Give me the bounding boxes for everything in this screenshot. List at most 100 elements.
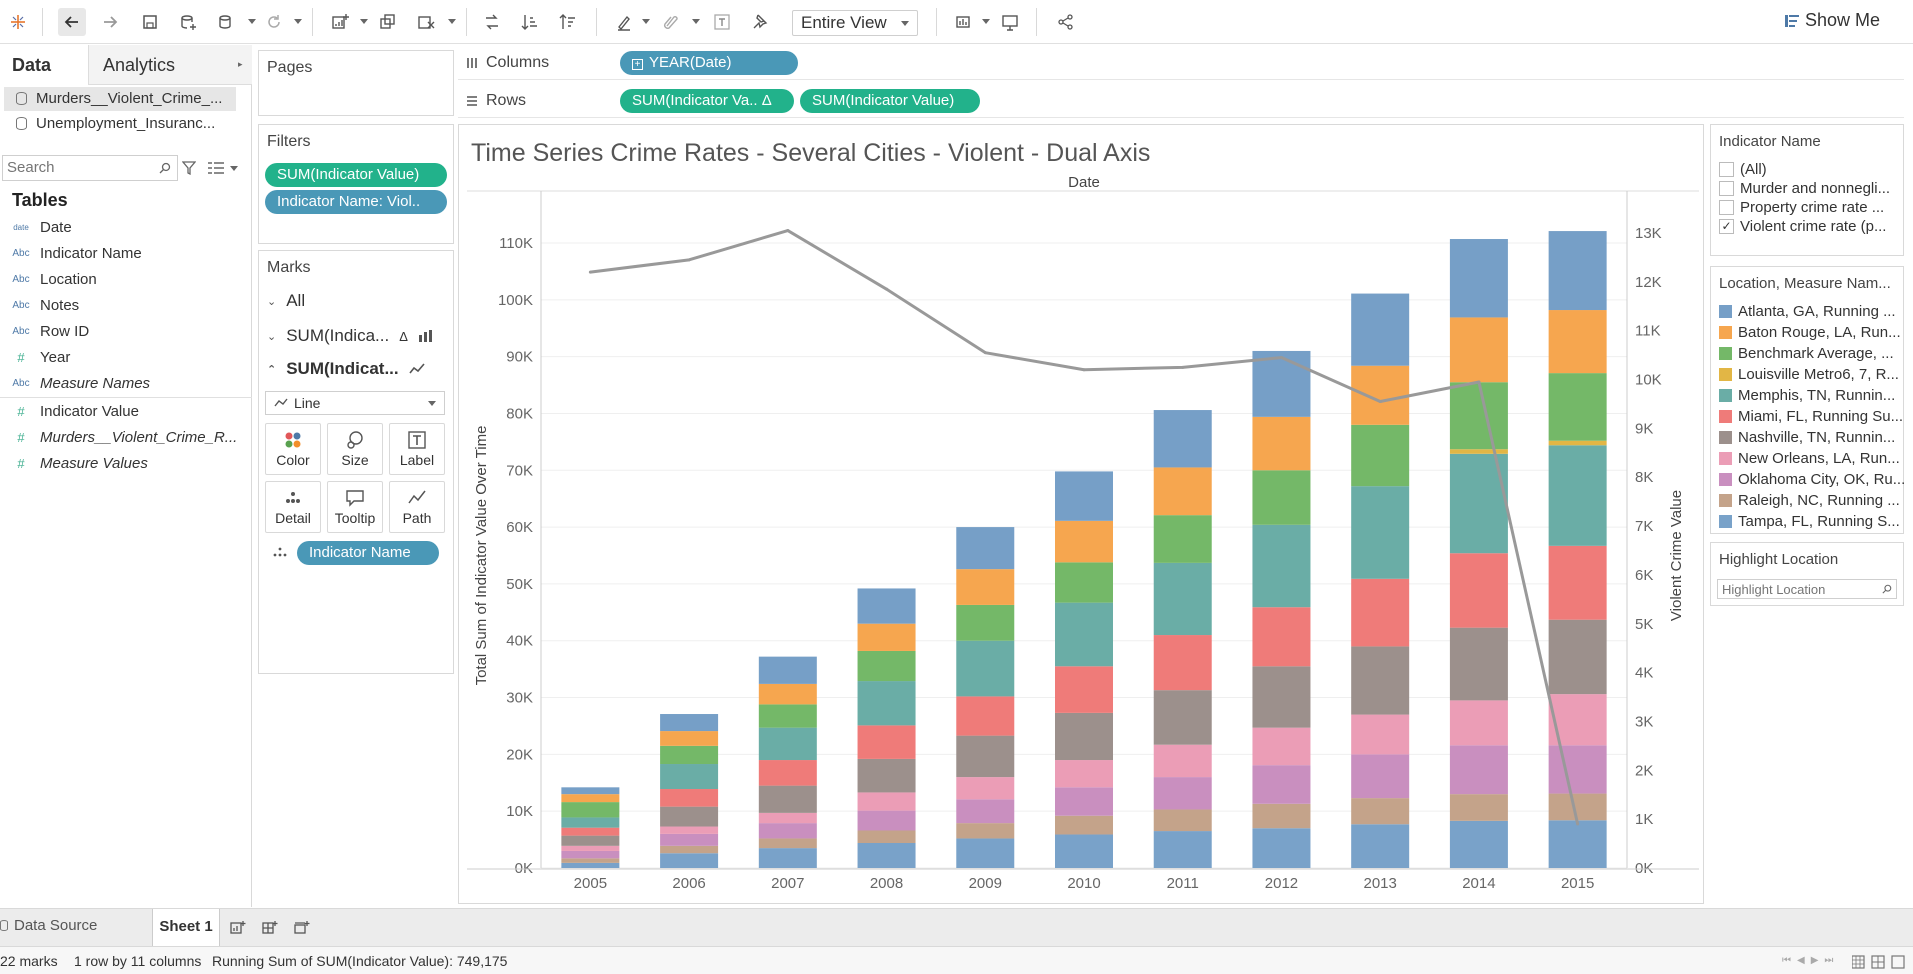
checkbox-icon[interactable] (1719, 200, 1734, 215)
line-point[interactable] (1477, 380, 1481, 384)
bar-segment[interactable] (1252, 416, 1311, 471)
bar-segment[interactable] (1449, 449, 1508, 454)
bar-segment[interactable] (758, 656, 817, 684)
rows-pill-running-sum[interactable]: SUM(Indicator Va.. Δ (620, 89, 794, 113)
bar-segment[interactable] (857, 650, 916, 682)
highlight-input[interactable] (1718, 580, 1868, 598)
bar-segment[interactable] (956, 799, 1015, 824)
bar-segment[interactable] (1351, 365, 1410, 425)
color-legend-item[interactable]: Louisville Metro6, 7, R... (1719, 366, 1905, 383)
line-point[interactable] (1378, 400, 1382, 404)
color-legend-item[interactable]: Benchmark Average, ... (1719, 345, 1905, 362)
bar-segment[interactable] (561, 835, 620, 846)
search-input[interactable] (3, 156, 153, 178)
line-point[interactable] (983, 351, 987, 355)
line-point[interactable] (885, 287, 889, 291)
field-notes[interactable]: Abc Notes (12, 297, 79, 314)
bar-segment[interactable] (1351, 798, 1410, 825)
bar-segment[interactable] (660, 731, 719, 746)
mark-type-dropdown[interactable]: Line (265, 391, 445, 415)
bar-segment[interactable] (660, 745, 719, 765)
bar-segment[interactable] (1351, 578, 1410, 647)
checkbox-icon[interactable] (1719, 162, 1734, 177)
marks-section-bar[interactable]: ⌄ SUM(Indica... Δ (267, 326, 447, 346)
bar-segment[interactable] (956, 777, 1015, 800)
bar-segment[interactable] (956, 604, 1015, 641)
view-options-icon[interactable] (208, 162, 224, 174)
bar-segment[interactable] (1449, 239, 1508, 318)
sort-descending-icon[interactable] (554, 8, 582, 36)
presentation-icon[interactable] (996, 8, 1024, 36)
bar-segment[interactable] (1055, 520, 1113, 563)
bar-segment[interactable] (956, 640, 1015, 697)
bar-segment[interactable] (758, 785, 817, 813)
bar-segment[interactable] (1449, 382, 1508, 450)
undo-icon[interactable] (58, 8, 86, 36)
show-me-button[interactable]: Show Me (1785, 10, 1880, 31)
bar-segment[interactable] (1055, 712, 1113, 761)
bar-segment[interactable] (561, 850, 620, 859)
bar-segment[interactable] (1055, 666, 1113, 713)
tab-sheet-1[interactable]: Sheet 1 (152, 909, 220, 947)
bar-segment[interactable] (857, 725, 916, 759)
bar-segment[interactable] (1252, 765, 1311, 804)
bar-segment[interactable] (1449, 317, 1508, 383)
bar-segment[interactable] (561, 802, 620, 818)
fit-icon[interactable] (950, 8, 978, 36)
color-button[interactable]: Color (265, 423, 321, 475)
sort-ascending-icon[interactable] (516, 8, 544, 36)
redo-icon[interactable] (96, 8, 124, 36)
detail-button[interactable]: Detail (265, 481, 321, 533)
show-labels-icon[interactable] (708, 8, 736, 36)
new-dashboard-icon[interactable] (262, 920, 278, 936)
path-button[interactable]: Path (389, 481, 445, 533)
chevron-down-icon[interactable] (230, 166, 238, 171)
indicator-filter-item[interactable]: (All) (1719, 161, 1905, 178)
highlight-icon[interactable] (610, 8, 638, 36)
data-source-tab[interactable]: Data Source (0, 917, 97, 934)
bar-segment[interactable] (1153, 515, 1212, 563)
bar-segment[interactable] (758, 760, 817, 786)
new-worksheet-icon[interactable] (326, 8, 354, 36)
color-legend-item[interactable]: Atlanta, GA, Running ... (1719, 303, 1905, 320)
bar-segment[interactable] (857, 830, 916, 844)
color-legend-item[interactable]: Nashville, TN, Runnin... (1719, 429, 1905, 446)
color-legend-item[interactable]: Miami, FL, Running Su... (1719, 408, 1905, 425)
new-datasource-icon[interactable] (174, 8, 202, 36)
bar-segment[interactable] (758, 823, 817, 839)
bar-segment[interactable] (758, 704, 817, 728)
indicator-filter-item[interactable]: ✓ Violent crime rate (p... (1719, 218, 1905, 235)
view-mode-icons[interactable] (1852, 955, 1908, 969)
bar-segment[interactable] (1252, 803, 1311, 829)
indicator-filter-item[interactable]: Property crime rate ... (1719, 199, 1905, 216)
bar-segment[interactable] (561, 817, 620, 828)
color-legend-item[interactable]: Oklahoma City, OK, Ru... (1719, 471, 1905, 488)
bar-segment[interactable] (660, 845, 719, 854)
bar-segment[interactable] (1055, 787, 1113, 816)
bar-segment[interactable] (660, 806, 719, 827)
rows-shelf[interactable]: Rows SUM(Indicator Va.. Δ SUM(Indicator … (458, 86, 1904, 118)
bar-segment[interactable] (1548, 745, 1607, 794)
bar-segment[interactable] (660, 853, 719, 868)
bar-segment[interactable] (561, 794, 620, 803)
bar-segment[interactable] (1351, 714, 1410, 755)
bar-segment[interactable] (1153, 690, 1212, 745)
label-button[interactable]: Label (389, 423, 445, 475)
color-legend-item[interactable]: Tampa, FL, Running S... (1719, 513, 1905, 530)
bar-segment[interactable] (1351, 646, 1410, 715)
field-date[interactable]: date Date (12, 219, 71, 236)
bar-segment[interactable] (1351, 424, 1410, 487)
bar-segment[interactable] (1351, 486, 1410, 579)
sheet-navigation[interactable]: ⏮◀▶⏭ (1782, 955, 1840, 966)
bar-segment[interactable] (1548, 231, 1607, 311)
bar-segment[interactable] (1055, 834, 1113, 868)
bar-segment[interactable] (1055, 760, 1113, 788)
color-legend-item[interactable]: Raleigh, NC, Running ... (1719, 492, 1905, 509)
columns-shelf[interactable]: Columns + YEAR(Date) (458, 48, 1904, 80)
bar-segment[interactable] (857, 623, 916, 651)
bar-segment[interactable] (1153, 744, 1212, 778)
field-measure-values[interactable]: # Measure Values (12, 455, 147, 472)
checkbox-checked-icon[interactable]: ✓ (1719, 219, 1734, 234)
bar-segment[interactable] (561, 858, 620, 863)
filters-shelf[interactable]: Filters SUM(Indicator Value) Indicator N… (258, 124, 454, 244)
